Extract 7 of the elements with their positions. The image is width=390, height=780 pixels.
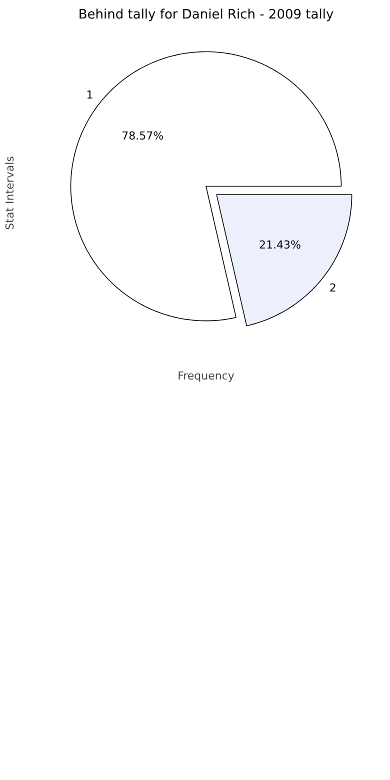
data-label: 21.43% [259,238,301,252]
text: Frequency [178,370,235,382]
text: Stat Intervals [4,156,16,230]
data-label: 78.57% [122,129,164,142]
slice-label: 2 [329,281,336,294]
chart-title: Behind tally for Daniel Rich - 2009 tally [78,8,334,22]
slice-label: 1 [86,88,94,102]
